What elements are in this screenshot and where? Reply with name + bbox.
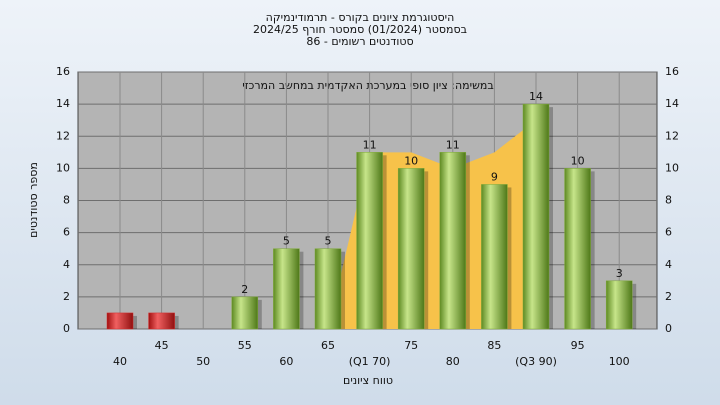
- data-label: 9: [491, 170, 498, 183]
- x-axis-label: טווח ציונים: [343, 374, 393, 387]
- bar: [397, 168, 425, 330]
- y-tick-label: 2: [63, 290, 70, 303]
- x-tick-label: 75: [404, 339, 418, 352]
- y-tick-label: 8: [665, 194, 672, 207]
- bar: [356, 152, 383, 330]
- bar: [231, 296, 259, 330]
- x-tick-label: 100: [609, 355, 630, 368]
- data-label: 5: [325, 235, 332, 248]
- data-label: 11: [363, 138, 377, 151]
- data-label: 10: [404, 154, 418, 167]
- y-tick-label: 6: [63, 226, 70, 239]
- data-label: 3: [616, 267, 623, 280]
- bar: [314, 248, 342, 330]
- data-label: 14: [529, 90, 543, 103]
- data-label: 10: [571, 154, 585, 167]
- y-tick-label: 2: [665, 290, 672, 303]
- bar: [273, 248, 300, 330]
- data-label: 2: [241, 283, 248, 296]
- y-tick-label: 0: [665, 322, 672, 335]
- y-tick-label: 14: [56, 97, 70, 110]
- y-tick-label: 16: [665, 65, 679, 78]
- x-tick-label: 95: [571, 339, 585, 352]
- y-tick-label: 4: [665, 258, 672, 271]
- x-tick-label: 85: [487, 339, 501, 352]
- x-tick-label: (Q3 90): [515, 355, 557, 368]
- bar: [106, 312, 134, 330]
- y-tick-label: 10: [56, 161, 70, 174]
- bar: [522, 103, 550, 330]
- y-tick-label: 8: [63, 194, 70, 207]
- y-tick-label: 4: [63, 258, 70, 271]
- bar: [564, 168, 591, 330]
- x-tick-label: 65: [321, 339, 335, 352]
- x-tick-label: 60: [279, 355, 293, 368]
- x-tick-label: 80: [446, 355, 460, 368]
- y-axis-label: מספר סטודנטים: [27, 162, 40, 238]
- data-label: 11: [446, 138, 460, 151]
- data-label: 5: [283, 235, 290, 248]
- y-tick-label: 12: [665, 129, 679, 142]
- y-tick-label: 14: [665, 97, 679, 110]
- y-tick-label: 6: [665, 226, 672, 239]
- x-tick-label: 55: [238, 339, 252, 352]
- bar: [148, 312, 175, 330]
- x-tick-label: (Q1 70): [349, 355, 391, 368]
- chart-title: היסטוגרמת ציונים בקורס - תרמודינמיקה: [266, 11, 455, 24]
- bar: [439, 152, 467, 330]
- bar: [481, 184, 508, 330]
- x-tick-label: 40: [113, 355, 127, 368]
- y-tick-label: 12: [56, 129, 70, 142]
- bar: [605, 280, 633, 330]
- y-tick-label: 10: [665, 161, 679, 174]
- x-tick-label: 45: [155, 339, 169, 352]
- y-tick-label: 0: [63, 322, 70, 335]
- x-tick-label: 50: [196, 355, 210, 368]
- chart-subtitle: בסמסטר (01/2024) סמסטר חורף 2024/25: [253, 23, 467, 36]
- y-tick-label: 16: [56, 65, 70, 78]
- annotation: במשימה: ציון סופי במערכת האקדמית במחשב ה…: [242, 79, 493, 92]
- chart-subtitle: סטודנטים רשומים - 86: [306, 35, 413, 48]
